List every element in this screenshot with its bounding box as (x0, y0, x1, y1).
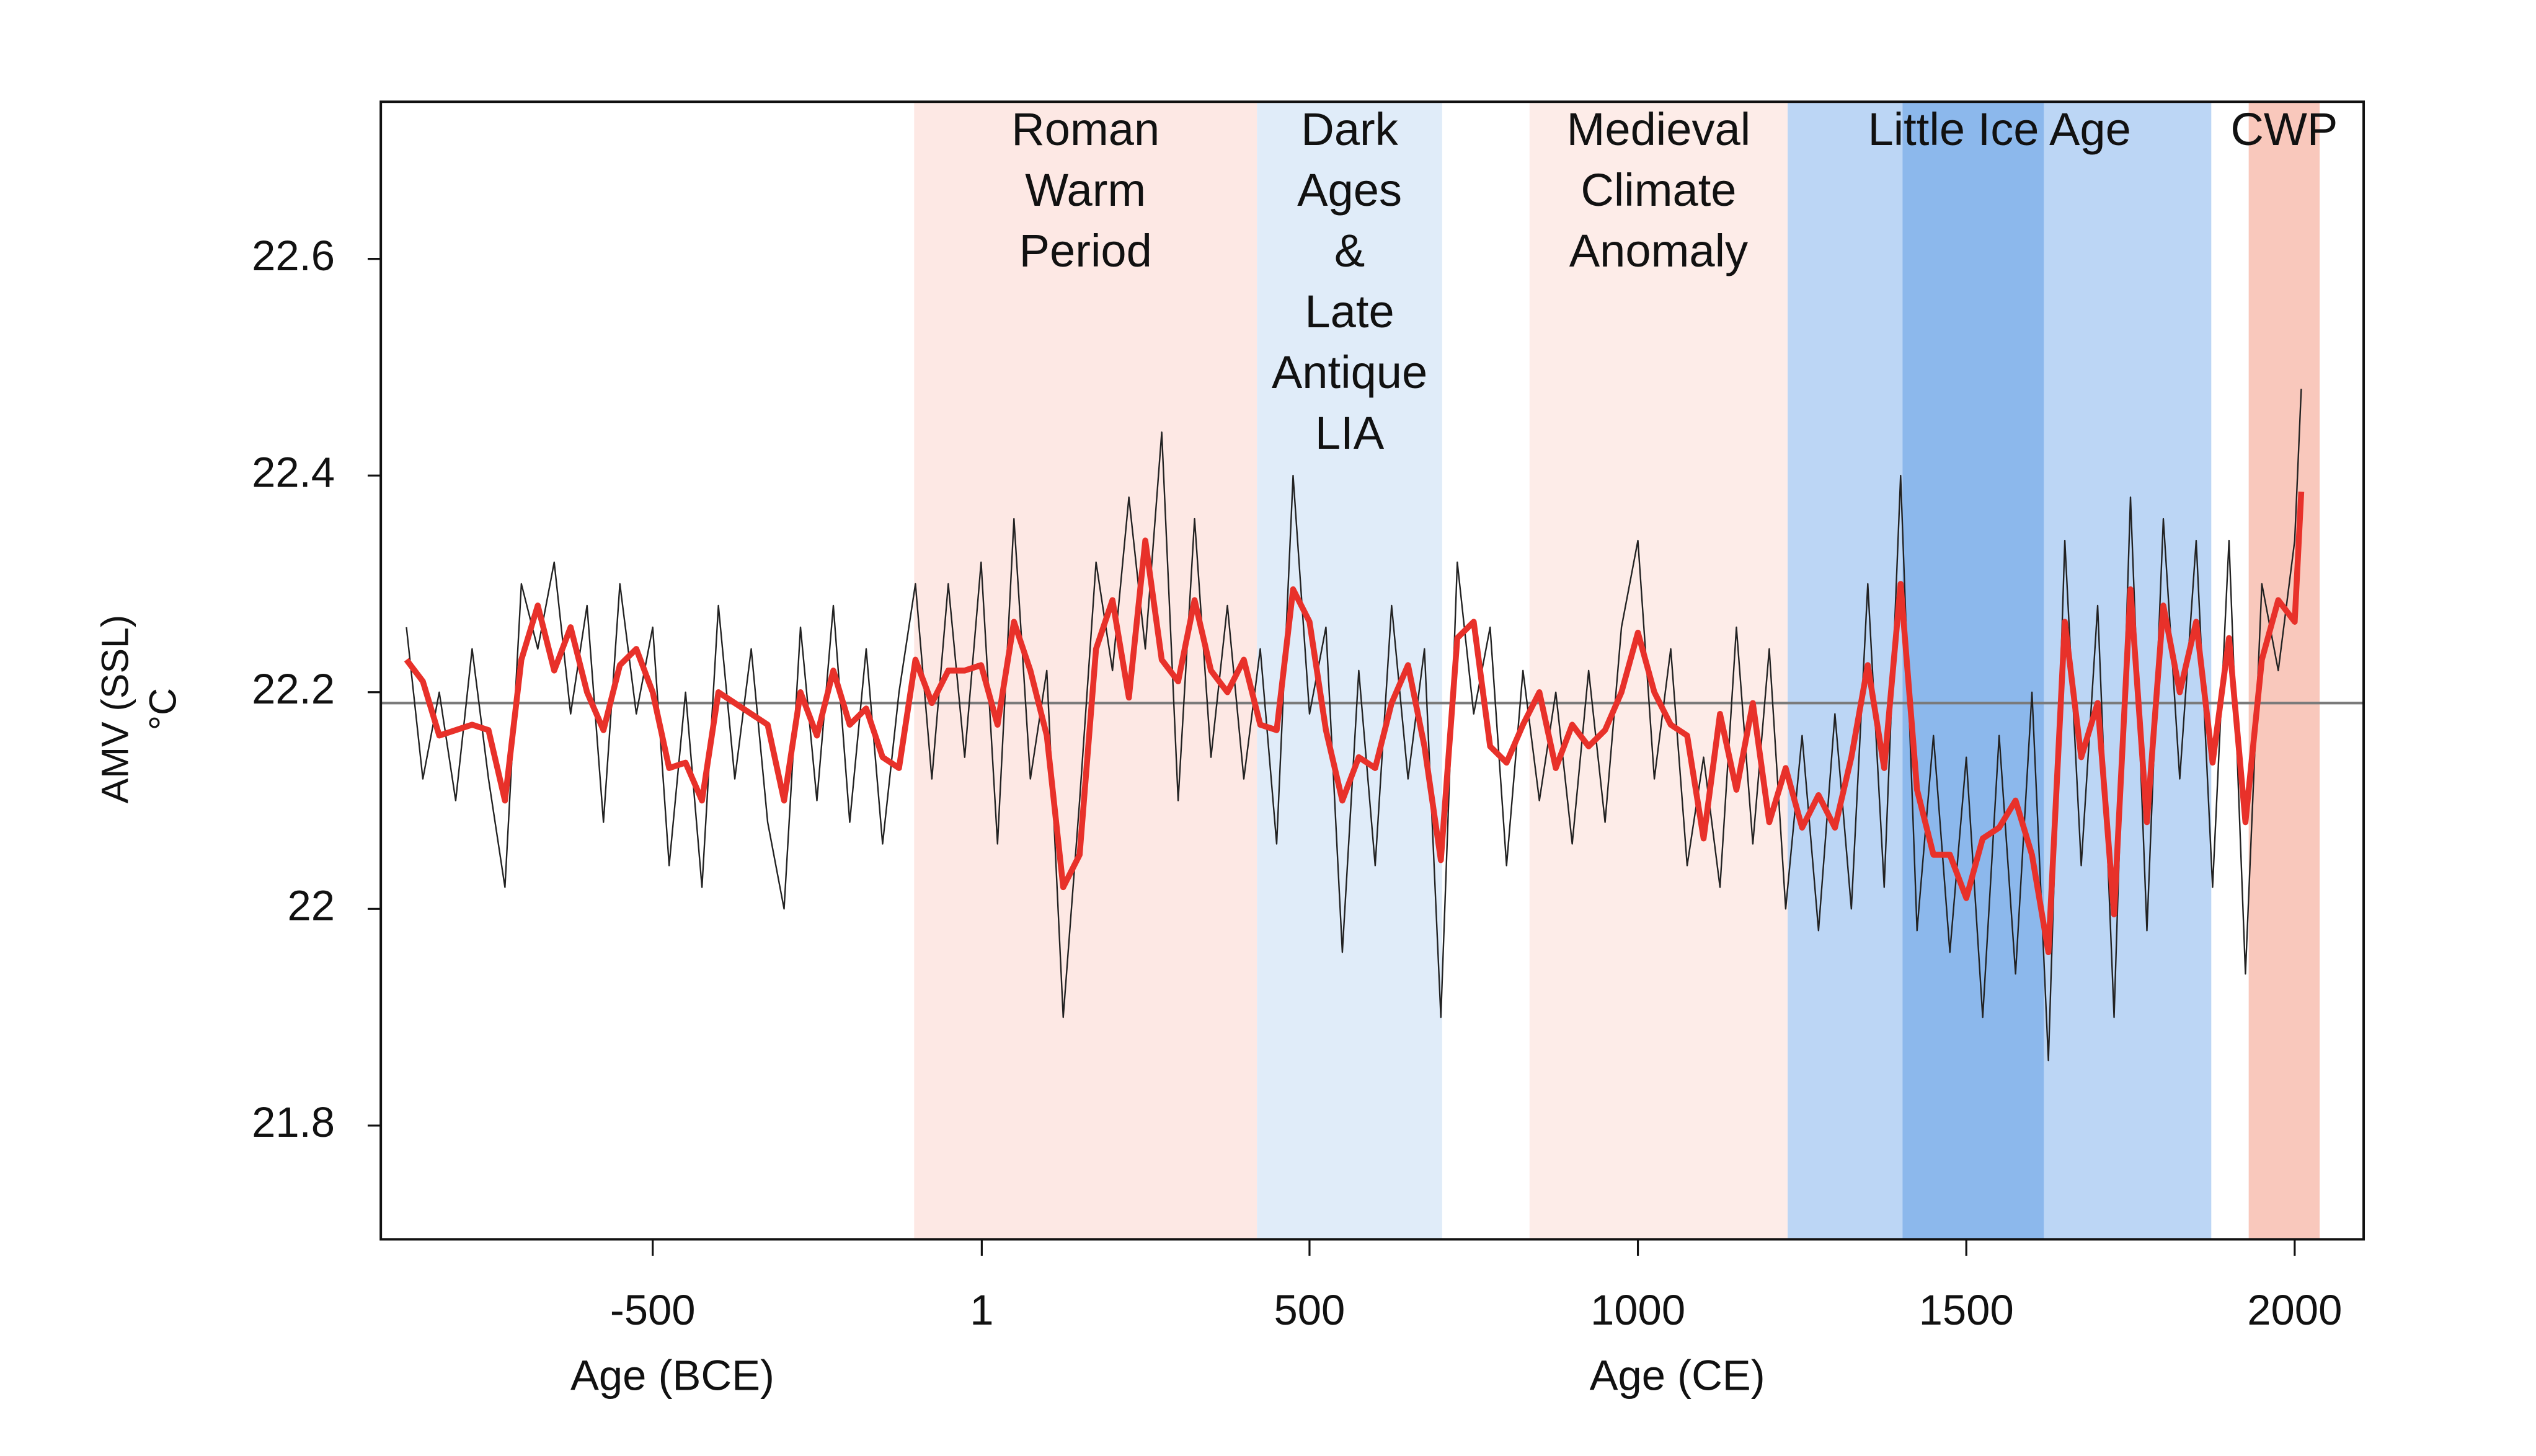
period-label: Medieval (1567, 104, 1751, 155)
x-tick-label: 500 (1274, 1286, 1346, 1334)
period-band (1529, 102, 1788, 1240)
y-tick-label: 22.4 (252, 448, 335, 496)
period-label: Late (1305, 286, 1394, 337)
x-axis-label: Age (CE) (1590, 1352, 1765, 1400)
period-label: Period (1019, 225, 1152, 276)
period-label: & (1334, 225, 1365, 276)
x-tick-label: 2000 (2247, 1286, 2342, 1334)
period-band (1902, 102, 2044, 1240)
y-tick-label: 22.2 (252, 665, 335, 713)
periods: Roman Warm Period Dark Ages & Late Antique LIA Me… (914, 102, 2338, 1240)
period-label: Anomaly (1569, 225, 1748, 276)
y-tick-label: 22 (287, 882, 335, 930)
period-label: Antique (1272, 346, 1427, 398)
y-tick-label: 22.6 (252, 232, 335, 280)
period-label: Climate (1581, 164, 1736, 216)
period-label: Dark (1301, 104, 1398, 155)
period-label: Roman (1011, 104, 1159, 155)
period-label: Warm (1025, 164, 1146, 216)
x-tick-label: 1 (970, 1286, 993, 1334)
period-label: CWP (2230, 104, 2338, 155)
period-label: LIA (1315, 407, 1385, 459)
plot-frame (379, 100, 2365, 1241)
x-tick-label: -500 (610, 1286, 696, 1334)
period-label: Ages (1297, 164, 1402, 216)
lines (381, 389, 2364, 1062)
y-tick-label: 21.8 (252, 1098, 335, 1146)
x-tick-label: 1500 (1919, 1286, 2014, 1334)
period-label: Little Ice Age (1868, 104, 2130, 155)
x-axis-label: Age (BCE) (570, 1352, 774, 1400)
y-axis-label: °C (141, 688, 184, 730)
y-axis-label: AMV (SSL) (94, 615, 136, 803)
x-tick-label: 1000 (1590, 1286, 1685, 1334)
data-line (404, 492, 2305, 956)
